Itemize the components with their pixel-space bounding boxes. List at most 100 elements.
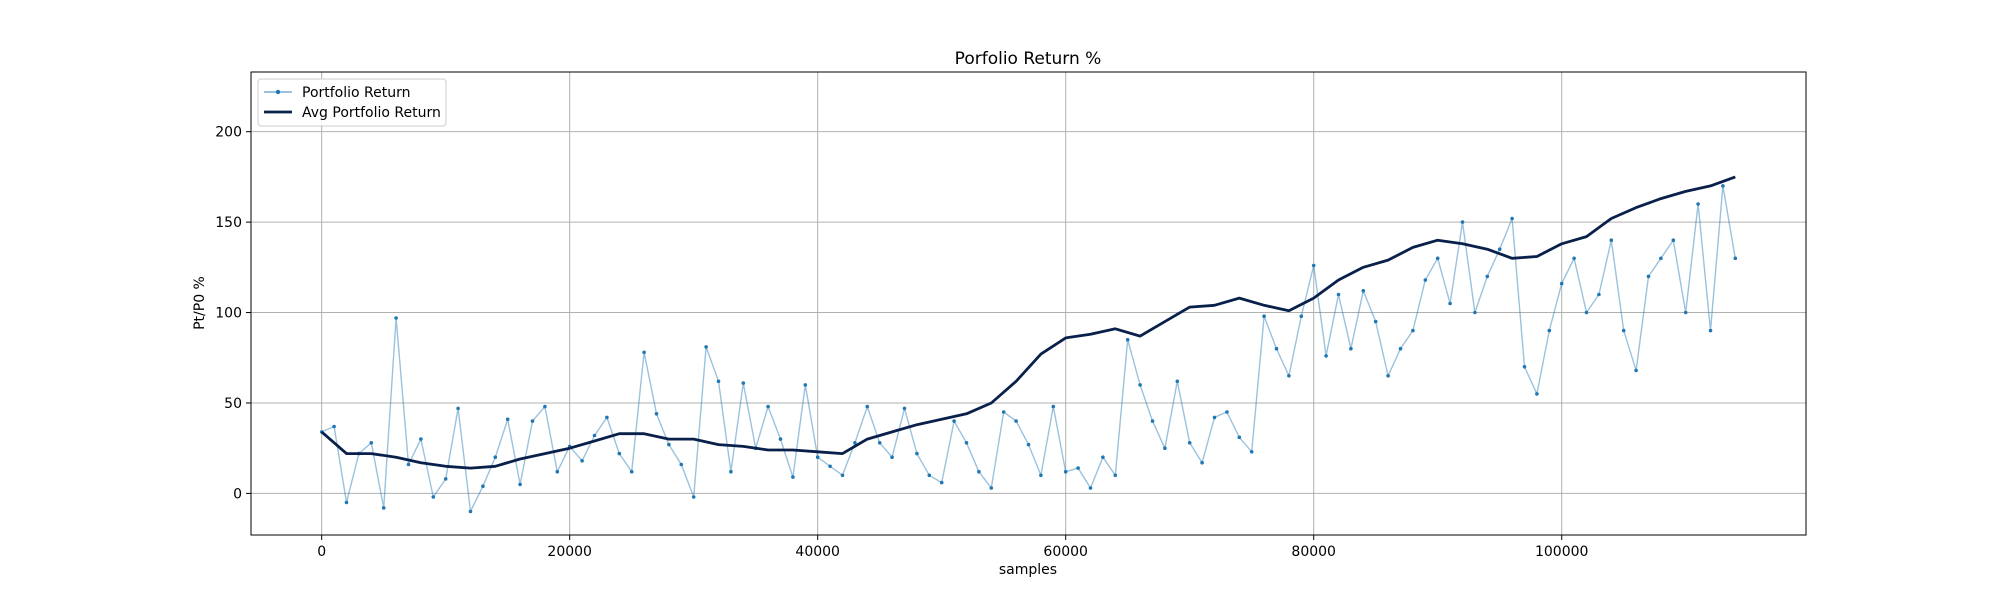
portfolio-return-point	[443, 477, 448, 481]
portfolio-return-point	[369, 441, 374, 445]
portfolio-return-point	[1039, 473, 1043, 478]
portfolio-return-point	[629, 469, 634, 474]
portfolio-return-point	[1324, 354, 1328, 358]
x-tick-label: 20000	[547, 544, 592, 560]
portfolio-return-point	[989, 486, 994, 490]
portfolio-return-point	[1138, 383, 1142, 387]
portfolio-return-point	[729, 469, 733, 474]
portfolio-return-point	[1051, 404, 1056, 409]
portfolio-return-point	[481, 484, 485, 489]
portfolio-return-point	[1063, 469, 1068, 474]
x-axis-label: samples	[999, 562, 1057, 578]
portfolio-return-point	[1572, 256, 1576, 261]
portfolio-return-point	[1163, 446, 1167, 451]
plot-frame	[250, 71, 1807, 536]
portfolio-return-point	[716, 379, 721, 384]
x-tick-label: 80000	[1291, 544, 1336, 560]
portfolio-return-point	[1609, 238, 1614, 242]
portfolio-return-point	[1361, 289, 1366, 293]
portfolio-return-point	[1014, 419, 1018, 423]
portfolio-return-point	[840, 473, 845, 478]
portfolio-return-point	[642, 350, 646, 355]
portfolio-return-point	[1547, 328, 1552, 333]
portfolio-return-point	[381, 506, 386, 510]
legend-item-avg-portfolio-return: Avg Portfolio Return	[302, 105, 441, 121]
portfolio-return-point	[927, 473, 932, 478]
portfolio-return-point	[1721, 184, 1725, 188]
portfolio-return-point	[1423, 278, 1428, 282]
portfolio-return-point	[592, 433, 597, 438]
portfolio-return-point	[1088, 486, 1093, 490]
portfolio-return-point	[1683, 310, 1688, 315]
portfolio-return-point	[1150, 419, 1155, 423]
portfolio-return-point	[1113, 473, 1118, 478]
portfolio-return-point	[902, 406, 907, 411]
y-tick-label: 200	[215, 125, 242, 141]
legend: Portfolio Return Avg Portfolio Return	[257, 78, 447, 127]
portfolio-return-point	[1373, 319, 1378, 324]
legend-box	[257, 78, 447, 127]
y-tick-label: 50	[224, 396, 242, 412]
portfolio-return-point	[530, 419, 535, 423]
portfolio-return-point	[1175, 379, 1180, 384]
portfolio-return-point	[1001, 410, 1006, 414]
portfolio-return-point	[877, 441, 882, 445]
portfolio-return-point	[1646, 274, 1651, 279]
plot-series	[319, 175, 1738, 514]
x-tick-label: 100000	[1535, 544, 1588, 560]
portfolio-return-point	[1485, 274, 1490, 279]
portfolio-return-point	[1125, 337, 1130, 342]
portfolio-return-point	[394, 316, 398, 320]
portfolio-return-point	[667, 442, 671, 447]
portfolio-return-point	[1708, 328, 1713, 333]
portfolio-return-point	[456, 406, 460, 411]
portfolio-return-point	[1659, 256, 1663, 261]
portfolio-return-point	[1634, 368, 1638, 373]
portfolio-return-point	[419, 437, 423, 441]
portfolio-return-point	[493, 455, 498, 460]
x-tick-label: 40000	[795, 544, 840, 560]
portfolio-return-point	[803, 383, 808, 387]
portfolio-return-point	[1299, 314, 1304, 319]
portfolio-return-point	[1349, 346, 1353, 351]
x-tick-label: 60000	[1043, 544, 1088, 560]
portfolio-return-point	[1287, 374, 1291, 378]
portfolio-return-point	[791, 475, 795, 479]
portfolio-return-point	[468, 509, 473, 514]
portfolio-return-point	[505, 417, 510, 422]
y-tick-label: 100	[215, 306, 242, 322]
portfolio-return-point	[865, 404, 870, 409]
portfolio-return-point	[1249, 450, 1254, 454]
portfolio-return-point	[1076, 466, 1080, 470]
portfolio-return-point	[431, 495, 436, 499]
legend-item-portfolio-return: Portfolio Return	[302, 85, 411, 101]
portfolio-return-point	[890, 455, 894, 460]
portfolio-return-point	[766, 404, 770, 409]
portfolio-return-point	[406, 462, 411, 467]
portfolio-return-point	[679, 462, 684, 467]
portfolio-return-point	[1411, 328, 1415, 333]
portfolio-return-point	[939, 480, 944, 485]
axis-ticks: 0 20000 40000 60000 80000 100000 0 50 100 150 200	[215, 125, 1588, 560]
portfolio-return-point	[1262, 314, 1266, 319]
portfolio-return-point	[1497, 247, 1502, 251]
grid	[251, 72, 1806, 535]
portfolio-return-point	[977, 469, 981, 474]
portfolio-return-point	[1336, 292, 1341, 297]
y-tick-label: 150	[215, 215, 242, 231]
portfolio-return-point	[1026, 442, 1031, 447]
portfolio-return-point	[605, 415, 609, 420]
portfolio-return-point	[778, 437, 783, 441]
portfolio-return-point	[1311, 263, 1316, 268]
portfolio-return-point	[1187, 441, 1192, 445]
portfolio-return-point	[704, 345, 708, 349]
portfolio-return-point	[815, 455, 820, 460]
portfolio-return-point	[741, 381, 746, 385]
portfolio-return-point	[1510, 216, 1514, 221]
legend-portfolio-marker	[275, 89, 281, 95]
portfolio-return-point	[1584, 310, 1589, 315]
portfolio-return-point	[1733, 256, 1738, 261]
portfolio-return-point	[1621, 328, 1626, 333]
portfolio-return-point	[1473, 310, 1477, 315]
